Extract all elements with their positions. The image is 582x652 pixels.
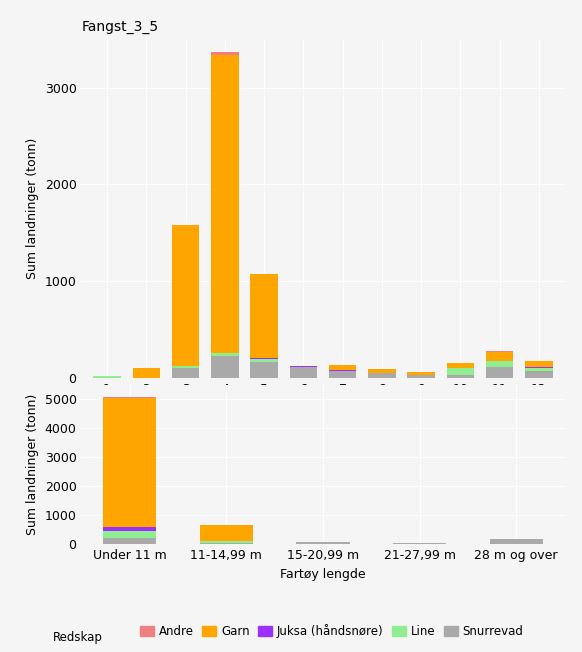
Bar xyxy=(172,368,199,378)
Bar xyxy=(200,526,253,541)
Bar xyxy=(211,55,239,353)
Text: Redskap: Redskap xyxy=(52,631,102,644)
Bar xyxy=(329,371,356,378)
Bar xyxy=(250,358,278,359)
Bar xyxy=(200,543,253,544)
Legend: Andre, Garn, Juksa (håndsnøre), Line, Snurrevad: Andre, Garn, Juksa (håndsnøre), Line, Sn… xyxy=(136,619,528,643)
Bar xyxy=(447,368,474,376)
Bar xyxy=(486,351,513,361)
Y-axis label: Sum landninger (tonn): Sum landninger (tonn) xyxy=(26,138,39,279)
Bar xyxy=(526,371,553,378)
Bar xyxy=(407,372,435,375)
Bar xyxy=(211,52,239,55)
Bar xyxy=(489,539,543,544)
Bar xyxy=(526,361,553,367)
X-axis label: Måned: Måned xyxy=(302,402,344,415)
Y-axis label: Sum landninger (tonn): Sum landninger (tonn) xyxy=(26,394,39,535)
Bar xyxy=(93,376,120,378)
Bar xyxy=(526,368,553,371)
Bar xyxy=(329,365,356,370)
Bar xyxy=(250,274,278,358)
Bar xyxy=(296,542,350,544)
Bar xyxy=(172,225,199,366)
Bar xyxy=(103,527,157,531)
Bar xyxy=(133,368,160,378)
Bar xyxy=(447,363,474,368)
Bar xyxy=(103,539,157,544)
X-axis label: Fartøy lengde: Fartøy lengde xyxy=(280,568,366,581)
Bar xyxy=(290,366,317,378)
Bar xyxy=(368,374,396,378)
Text: Fangst_3_5: Fangst_3_5 xyxy=(81,20,159,34)
Bar xyxy=(172,366,199,368)
Bar xyxy=(407,375,435,378)
Bar xyxy=(486,366,513,378)
Bar xyxy=(486,361,513,366)
Bar xyxy=(250,362,278,378)
Bar xyxy=(211,353,239,356)
Bar xyxy=(250,359,278,362)
Bar xyxy=(393,543,446,544)
Bar xyxy=(368,369,396,374)
Bar xyxy=(211,356,239,378)
Bar xyxy=(447,376,474,378)
Bar xyxy=(103,398,157,527)
Bar xyxy=(103,531,157,539)
Bar xyxy=(200,541,253,543)
